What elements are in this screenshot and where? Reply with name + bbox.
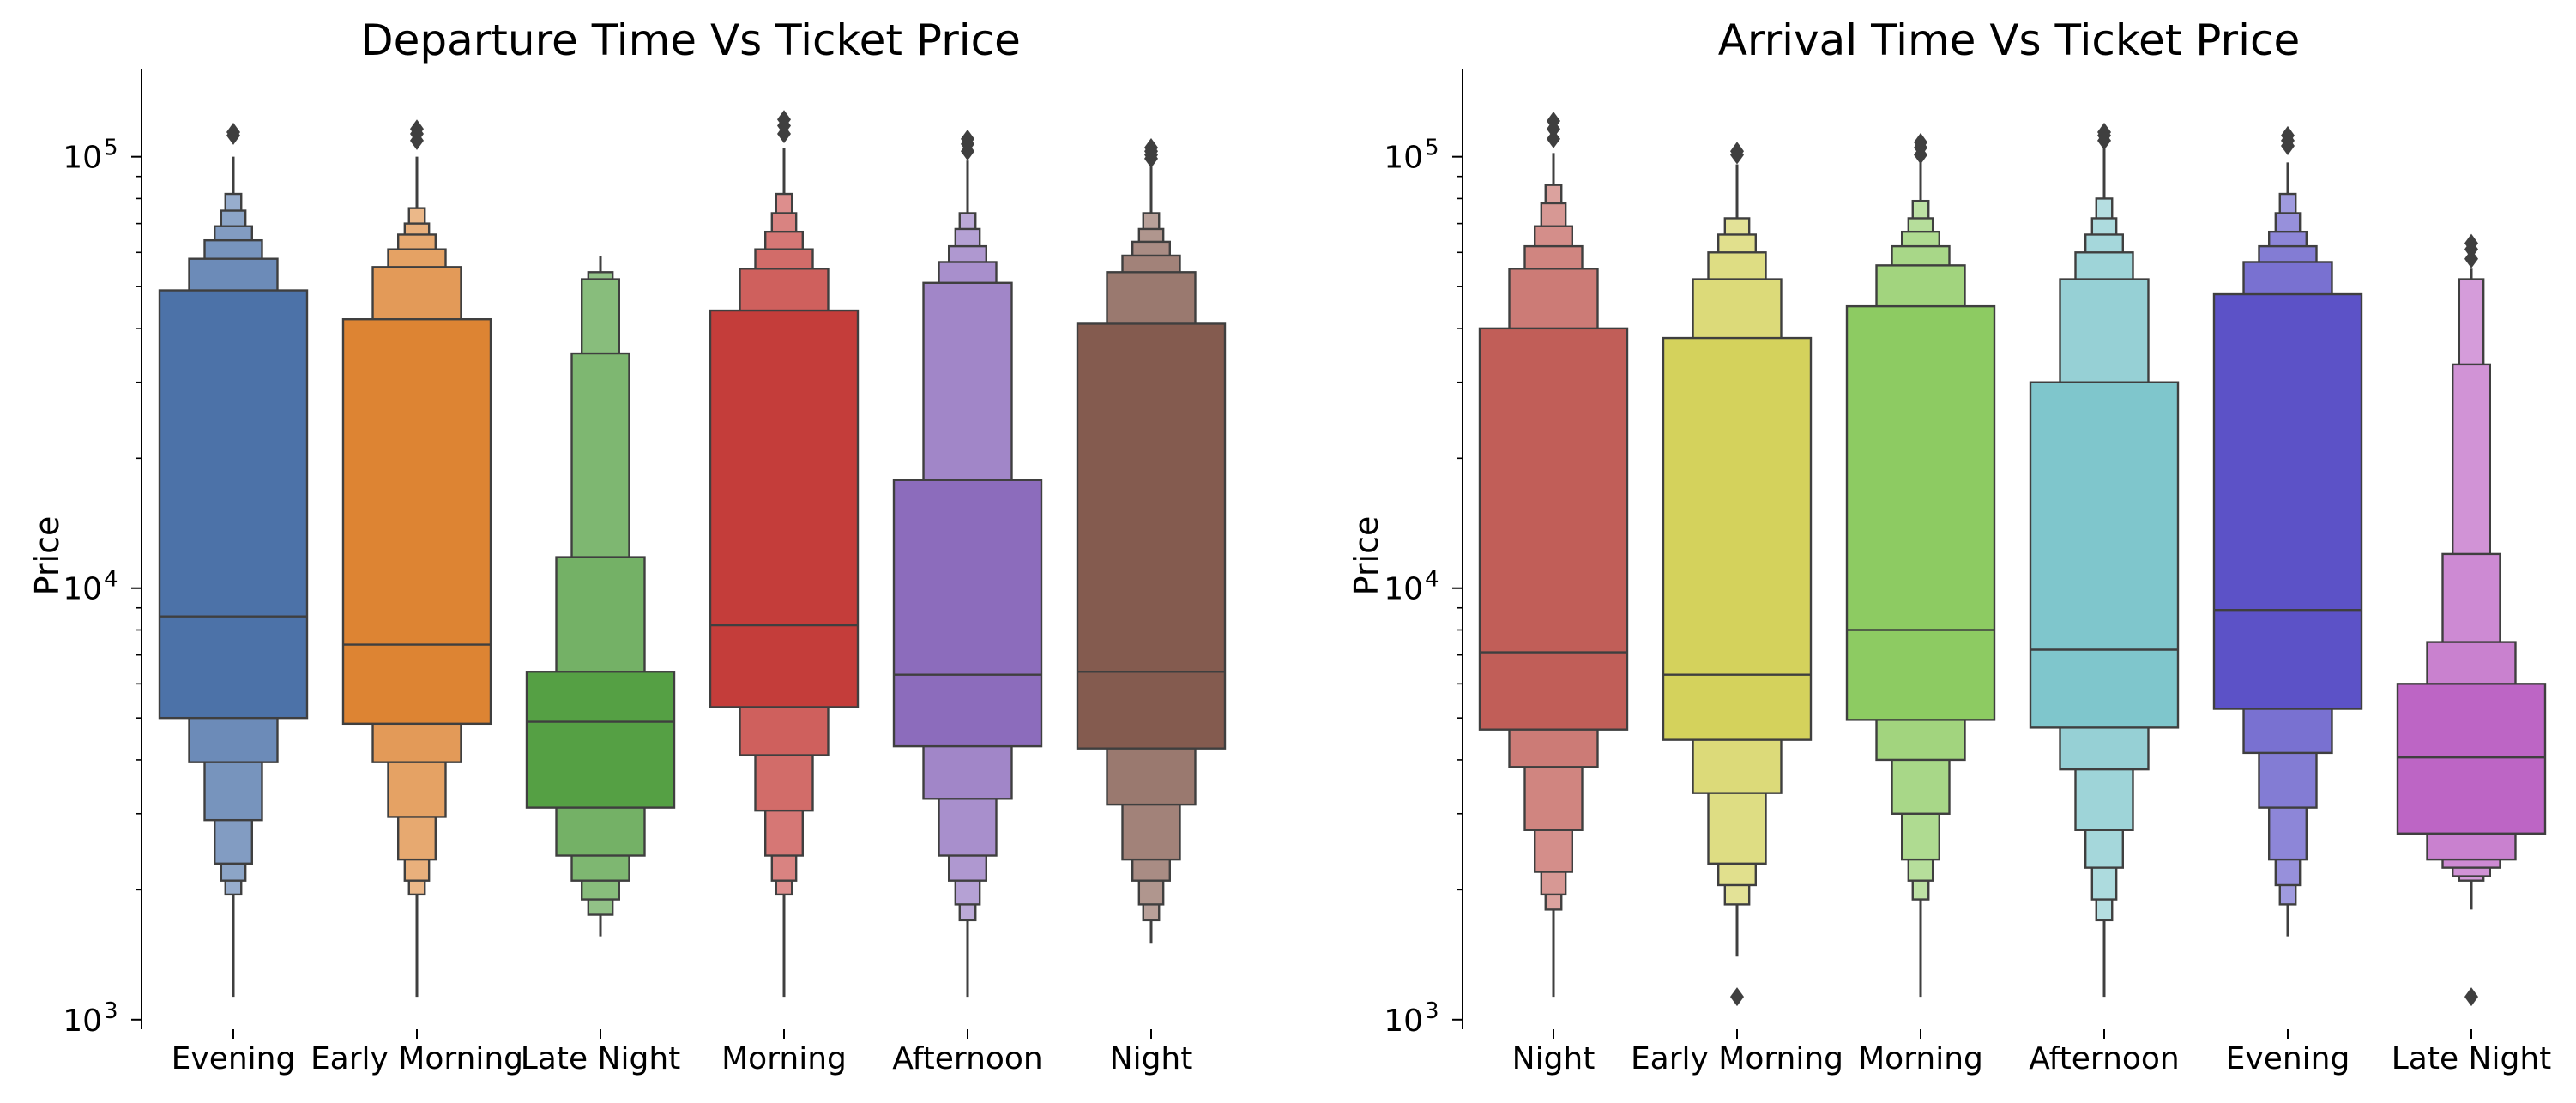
y-tick-label: 10 [1384,141,1423,176]
outlier-point [1914,132,1927,152]
boxen-morning [1845,132,1996,998]
boxen-box [1076,322,1227,750]
chart-title: Departure Time Vs Ticket Price [360,15,1021,65]
boxen-box [525,671,676,809]
y-tick-label: 10 [63,1004,102,1039]
x-tick-label: Afternoon [892,1041,1043,1076]
boxen-night [1478,112,1629,998]
outlier-point [1547,112,1560,131]
outlier-point [1547,129,1560,148]
chart-title: Arrival Time Vs Ticket Price [1718,15,2301,65]
boxen-early-morning [341,119,492,998]
outlier-point [2464,249,2478,268]
outlier-point [2097,123,2111,142]
outlier-point [1730,142,1744,161]
y-tick-label: 10 [1384,1004,1423,1039]
y-tick-label-exponent: 4 [1425,567,1439,593]
boxen-early-morning [1662,142,1813,1007]
boxen-box [158,289,309,720]
outlier-point [961,129,974,148]
outlier-point [777,110,791,130]
boxen-late-night [2396,233,2547,1007]
y-tick-label: 10 [1384,572,1423,607]
y-tick-label-exponent: 3 [1425,998,1439,1024]
departure-chart: Departure Time Vs Ticket Price Price 10 3… [28,15,1227,1076]
boxen-morning [709,110,860,998]
boxen-afternoon [892,129,1043,998]
x-tick-label: Night [1110,1041,1193,1076]
boxen-box [1478,327,1629,731]
y-tick-label: 10 [63,572,102,607]
boxen-box [892,479,1043,748]
x-tick-label: Morning [1858,1041,1983,1076]
boxen-box [1662,336,1813,741]
x-tick-label: Late Night [521,1041,681,1076]
y-tick-label-exponent: 5 [104,136,118,161]
x-tick-label: Evening [172,1041,296,1076]
boxen-box [2212,292,2363,710]
x-tick-label: Evening [2226,1041,2350,1076]
boxen-box [709,309,860,708]
boxen-box [2029,381,2180,729]
outlier-point [2281,125,2295,145]
boxen-evening [158,123,309,998]
outlier-point [2464,233,2478,253]
x-tick-label: Early Morning [1631,1041,1843,1076]
boxen-late-night [525,255,676,937]
y-tick-label-exponent: 3 [104,998,118,1024]
arrival-chart: Arrival Time Vs Ticket Price Price 10 310… [1348,15,2551,1076]
x-tick-label: Afternoon [2029,1041,2180,1076]
boxen-night [1076,138,1227,944]
y-tick-label: 10 [63,141,102,176]
boxen-box [2396,683,2547,835]
x-tick-label: Early Morning [311,1041,523,1076]
y-axis-label: Price [1348,516,1385,596]
x-tick-label: Late Night [2392,1041,2552,1076]
boxen-afternoon [2029,123,2180,998]
outlier-point [1144,138,1158,158]
outlier-point [410,119,424,139]
x-tick-label: Morning [721,1041,847,1076]
boxen-box [341,318,492,726]
y-tick-label-exponent: 4 [104,567,118,593]
boxen-evening [2212,125,2363,937]
boxen-box [1845,304,1996,721]
x-tick-label: Night [1512,1041,1596,1076]
outlier-point [1730,987,1744,1007]
outlier-point [226,123,240,142]
outlier-point [2464,987,2478,1007]
y-axis-label: Price [28,516,66,596]
y-tick-label-exponent: 5 [1425,136,1439,161]
